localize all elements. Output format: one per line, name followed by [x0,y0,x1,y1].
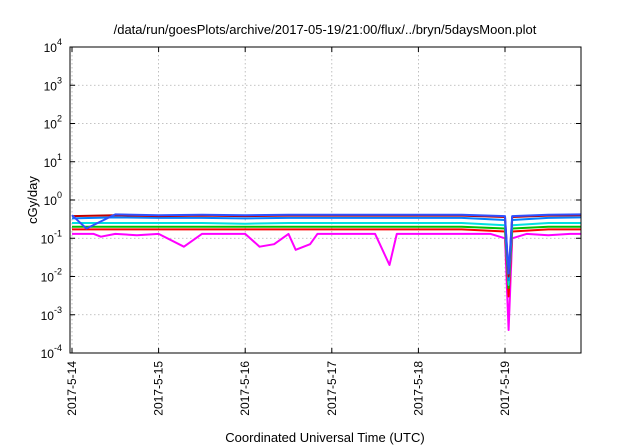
y-tick-label: 10-3 [41,305,62,323]
y-tick-label: 103 [44,75,62,93]
x-tick-label: 2017-5-19 [498,361,512,416]
y-tick-exponent: 2 [57,114,62,124]
series-line-7 [71,213,581,275]
x-tick-label: 2017-5-18 [411,361,425,416]
y-tick-exponent: 1 [57,152,62,162]
x-tick-label: 2017-5-16 [238,361,252,416]
y-tick-exponent: 3 [57,75,62,85]
y-tick-exponent: 0 [57,190,62,200]
x-tick-label: 2017-5-14 [65,361,79,416]
y-tick-label: 104 [44,37,62,55]
y-tick-exponent: 4 [57,37,62,47]
y-tick-label: 10-2 [41,267,62,285]
x-ticks: 2017-5-14 2017-5-15 2017-5-16 2017-5-17 2017… [65,47,512,416]
series-line-4 [72,222,581,286]
series-line-2 [72,228,581,298]
series-line-3 [72,225,581,289]
y-tick-label: 102 [44,114,62,132]
y-tick-label: 101 [44,152,62,170]
y-tick-label: 100 [44,190,62,208]
series-group [71,213,581,331]
series-line-1 [72,232,581,331]
y-tick-exponent: -3 [54,305,62,315]
x-tick-label: 2017-5-17 [325,361,339,416]
chart-title: /data/run/goesPlots/archive/2017-05-19/2… [114,22,537,37]
x-tick-label: 2017-5-15 [152,361,166,416]
y-tick-label: 10-4 [41,343,62,361]
y-axis-label: cGy/day [25,176,40,224]
y-tick-label: 10-1 [41,228,62,246]
grid [70,47,581,353]
y-tick-exponent: -2 [54,267,62,277]
x-axis-label: Coordinated Universal Time (UTC) [225,430,424,445]
y-tick-exponent: -4 [54,343,62,353]
y-tick-exponent: -1 [54,228,62,238]
